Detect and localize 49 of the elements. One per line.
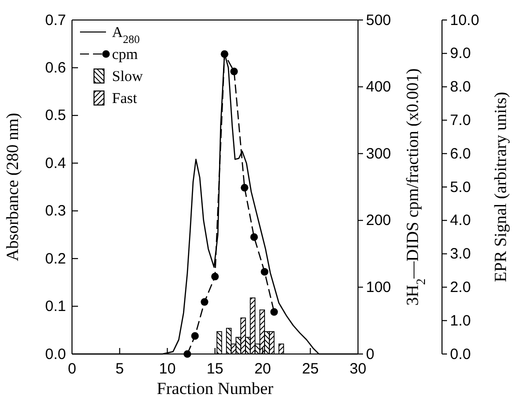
legend-label: Fast xyxy=(112,91,138,107)
x-tick-label: 20 xyxy=(254,360,272,378)
y3-tick-label: 8.0 xyxy=(450,78,471,96)
y2-tick-label: 300 xyxy=(366,145,392,162)
y3-tick-label: 5.0 xyxy=(450,178,471,196)
y-tick-label: 0.6 xyxy=(45,60,66,77)
x-tick-label: 10 xyxy=(158,360,176,378)
y2-tick-label: 0 xyxy=(366,346,374,363)
y-tick-label: 0.0 xyxy=(45,346,66,363)
y2-tick-label: 200 xyxy=(366,212,392,230)
point xyxy=(220,50,228,58)
x-tick-label: 15 xyxy=(206,360,224,378)
y3-tick-label: 4.0 xyxy=(450,212,471,230)
y3-tick-label: 0.0 xyxy=(450,346,471,363)
point xyxy=(230,68,238,76)
y3-tick-label: 6.0 xyxy=(450,145,471,162)
y3-axis-title: EPR Signal (arbitrary units) xyxy=(491,92,510,282)
y-tick-label: 0.2 xyxy=(45,250,66,268)
point xyxy=(211,272,219,280)
point xyxy=(191,332,199,340)
point xyxy=(184,350,192,358)
legend-label: Slow xyxy=(112,69,144,85)
y3-tick-label: 10.0 xyxy=(450,12,480,29)
x-tick-label: 0 xyxy=(68,360,76,378)
y3-tick-label: 2.0 xyxy=(450,279,471,296)
legend-label: A$_{280}$ xyxy=(112,25,140,46)
point xyxy=(240,184,248,192)
x-tick-label: 30 xyxy=(350,360,366,378)
y3-tick-label: 1.0 xyxy=(450,312,471,330)
y3-tick-label: 3.0 xyxy=(450,246,471,263)
point xyxy=(250,233,258,241)
point xyxy=(200,298,208,306)
y-tick-label: 0.5 xyxy=(45,107,66,124)
x-axis-title: Fraction Number xyxy=(156,379,274,398)
y-tick-label: 0.7 xyxy=(45,12,66,29)
legend-label: cpm xyxy=(112,47,138,63)
y2-tick-label: 500 xyxy=(366,12,392,29)
point xyxy=(270,308,278,316)
x-tick-label: 25 xyxy=(302,360,319,378)
y2-tick-label: 400 xyxy=(366,78,392,96)
y3-tick-label: 7.0 xyxy=(450,112,471,129)
point xyxy=(260,268,268,276)
y2-tick-label: 100 xyxy=(366,279,392,296)
y-tick-label: 0.4 xyxy=(45,154,66,172)
y-tick-label: 0.1 xyxy=(45,298,66,316)
y-tick-label: 0.3 xyxy=(45,202,66,220)
y-axis-title: Absorbance (280 nm) xyxy=(3,112,22,262)
y3-tick-label: 9.0 xyxy=(450,45,471,62)
x-tick-label: 5 xyxy=(115,360,124,378)
